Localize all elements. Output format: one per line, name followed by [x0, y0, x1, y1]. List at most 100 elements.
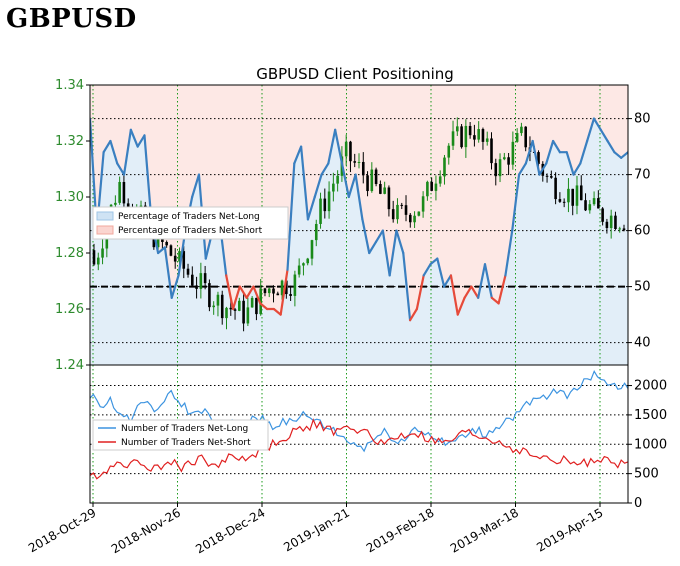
- bottom-panel-frame: [89, 364, 629, 504]
- left-tick-label: 1.26: [55, 302, 84, 317]
- candle-body: [473, 135, 476, 140]
- candle-body: [481, 129, 485, 142]
- candle-body: [259, 288, 262, 315]
- pct-segment: [272, 307, 282, 316]
- pct-segment: [422, 263, 432, 277]
- candle-body: [366, 175, 369, 192]
- candle-body: [503, 157, 506, 160]
- legend-long-count-label: Number of Traders Net-Long: [121, 424, 248, 434]
- count-tick-label: 2000: [634, 379, 667, 394]
- trader-count-series: [90, 369, 628, 480]
- candle-body: [400, 204, 404, 206]
- candle-body: [370, 169, 374, 192]
- candle-body: [430, 181, 433, 191]
- pct-segment: [238, 285, 248, 299]
- candle-body: [494, 163, 498, 177]
- candle-body: [208, 283, 211, 308]
- candle-body: [421, 196, 425, 212]
- left-tick-label: 1.34: [55, 78, 84, 93]
- candle-body: [289, 294, 292, 296]
- candle-body: [165, 241, 168, 246]
- candle-body: [515, 133, 519, 142]
- pct-segment: [408, 307, 418, 322]
- pct-segment: [245, 285, 255, 299]
- pct-segment: [443, 274, 453, 288]
- candle-body: [353, 161, 357, 163]
- candle-body: [520, 126, 523, 134]
- candle-body: [426, 181, 429, 197]
- candle-body: [169, 245, 173, 256]
- candle-body: [588, 204, 592, 211]
- candle-body: [550, 176, 553, 178]
- left-price-axis: 1.24 1.26 1.28 1.30 1.32 1.34: [55, 78, 90, 373]
- candle-body: [379, 184, 382, 194]
- pct-segment: [143, 134, 153, 221]
- pct-segment: [381, 229, 391, 277]
- pct-segment: [259, 302, 269, 311]
- pct-segment: [300, 145, 310, 221]
- pct-segment: [592, 117, 602, 131]
- candle-body: [122, 181, 126, 204]
- candle-body: [468, 125, 472, 136]
- candle-body: [332, 183, 335, 192]
- candle-body: [460, 126, 463, 148]
- candle-body: [327, 191, 331, 212]
- pct-segment: [429, 257, 439, 266]
- right-tick-label: 70: [634, 168, 651, 183]
- pct-segment: [231, 285, 241, 311]
- page-title: GBPUSD: [6, 4, 137, 34]
- pct-segment: [279, 268, 289, 316]
- candle-body: [417, 211, 421, 216]
- candle-body: [272, 288, 275, 294]
- pct-segment: [191, 173, 201, 199]
- pct-segment: [497, 274, 507, 305]
- net-long-traders-line: [90, 369, 628, 453]
- pct-segment: [340, 162, 350, 199]
- date-tick-label: 2019-Feb-18: [364, 505, 437, 555]
- candle-body: [199, 273, 203, 289]
- candlestick-series: [92, 117, 626, 332]
- pct-segment: [620, 151, 628, 159]
- candle-body: [451, 131, 455, 146]
- count-tick-label: 1000: [634, 437, 667, 452]
- right-count-axis: 0 500 1000 1500 2000: [628, 379, 667, 511]
- candle-body: [212, 305, 215, 308]
- right-tick-label: 60: [634, 224, 651, 239]
- date-tick-label: 2019-Mar-18: [448, 505, 521, 555]
- pct-segment: [511, 173, 521, 232]
- legend-short-count-label: Number of Traders Net-Short: [121, 438, 251, 448]
- candle-body: [349, 141, 352, 162]
- pct-segment: [102, 139, 112, 154]
- date-tick-label: 2018-Nov-26: [109, 505, 183, 556]
- pct-segment: [524, 139, 534, 165]
- candle-body: [443, 157, 446, 177]
- candle-body: [216, 294, 220, 306]
- candle-body: [314, 223, 318, 241]
- candle-body: [434, 183, 438, 191]
- candle-body: [310, 240, 314, 259]
- candle-body: [357, 161, 361, 163]
- candle-body: [306, 258, 310, 264]
- candle-body: [191, 274, 194, 286]
- candle-body: [178, 251, 181, 262]
- candle-body: [396, 204, 399, 220]
- candle-body: [238, 300, 241, 311]
- pct-segment: [129, 128, 139, 148]
- pct-segment: [354, 173, 364, 221]
- pct-segment: [334, 128, 344, 165]
- candle-body: [92, 250, 96, 265]
- candle-body: [597, 198, 600, 209]
- candle-body: [229, 307, 233, 310]
- candle-body: [575, 185, 579, 206]
- candle-body: [609, 215, 613, 229]
- candle-body: [477, 129, 480, 140]
- pct-segment: [313, 173, 323, 199]
- candle-body: [562, 201, 566, 203]
- candle-body: [618, 228, 622, 230]
- pct-segment: [225, 274, 235, 311]
- pct-segment: [606, 139, 616, 154]
- candle-body: [246, 307, 250, 324]
- candle-body: [319, 198, 322, 224]
- candle-body: [571, 188, 575, 206]
- candle-body: [537, 152, 540, 164]
